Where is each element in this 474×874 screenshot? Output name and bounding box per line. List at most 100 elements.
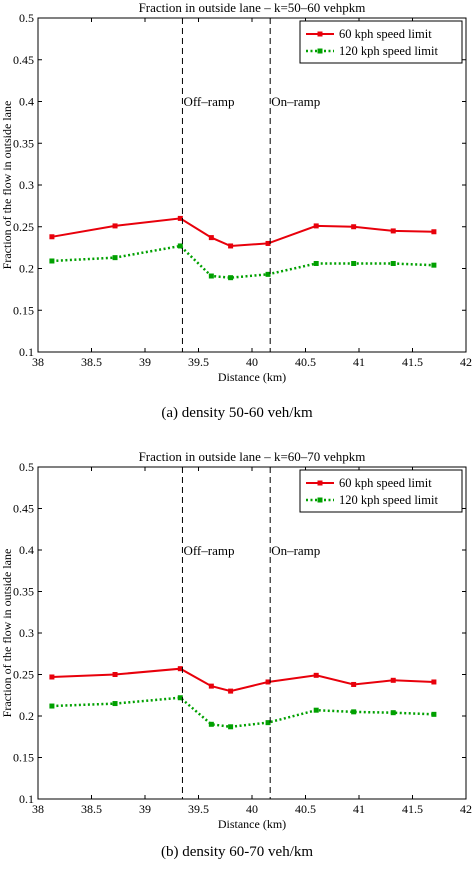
y-tick-label: 0.35 <box>13 136 34 150</box>
x-tick-label: 39 <box>139 355 151 369</box>
x-tick-label: 40.5 <box>295 802 316 816</box>
series-2-point <box>313 260 319 266</box>
y-tick-label: 0.3 <box>19 626 34 640</box>
series-2-point <box>431 262 437 268</box>
series-2-point <box>313 707 319 713</box>
y-tick-label: 0.35 <box>13 585 34 599</box>
x-axis-label: Distance (km) <box>218 817 286 831</box>
chart-panel-b: Fraction in outside lane – k=60–70 vehpk… <box>0 437 474 874</box>
x-tick-label: 42 <box>460 802 472 816</box>
series-2-point <box>49 703 55 709</box>
series-2-point <box>208 273 214 279</box>
y-tick-label: 0.4 <box>19 543 34 557</box>
legend-marker-2 <box>317 48 323 54</box>
chart-a-svg: Fraction in outside lane – k=50–60 vehpk… <box>0 0 472 384</box>
chart-b-caption: (b) density 60-70 veh/km <box>160 844 314 860</box>
x-tick-label: 41.5 <box>402 802 423 816</box>
series-1-point <box>49 674 55 680</box>
y-tick-label: 0.45 <box>13 53 34 67</box>
series-1-point <box>208 683 214 689</box>
y-tick-label: 0.25 <box>13 220 34 234</box>
chart-title: Fraction in outside lane – k=60–70 vehpk… <box>139 449 366 464</box>
y-tick-label: 0.15 <box>13 303 34 317</box>
x-tick-label: 38 <box>32 802 44 816</box>
legend-marker-1 <box>317 31 323 37</box>
series-1-point <box>177 215 183 221</box>
x-tick-label: 40 <box>246 355 258 369</box>
series-1-point <box>228 243 234 249</box>
x-tick-label: 38 <box>32 355 44 369</box>
series-1-point <box>351 224 357 230</box>
series-2-point <box>431 711 437 717</box>
x-tick-label: 42 <box>460 355 472 369</box>
series-2-point <box>351 709 357 715</box>
legend-label-1: 60 kph speed limit <box>339 476 432 490</box>
legend-box <box>299 20 463 64</box>
y-tick-label: 0.15 <box>13 751 34 765</box>
legend-label-2: 120 kph speed limit <box>339 493 438 507</box>
y-tick-label: 0.3 <box>19 178 34 192</box>
series-1-point <box>208 235 214 241</box>
legend-box <box>299 469 463 513</box>
y-axis-label: Fraction of the flow in outside lane <box>0 549 14 718</box>
x-tick-label: 41.5 <box>402 355 423 369</box>
y-tick-label: 0.5 <box>19 11 34 25</box>
series-1-point <box>265 679 271 685</box>
plot-frame <box>37 17 467 353</box>
ramp-label-2: On–ramp <box>271 94 320 109</box>
series-2-point <box>390 710 396 716</box>
series-1-point <box>228 688 234 694</box>
series-1-point <box>313 223 319 229</box>
x-tick-label: 38.5 <box>81 355 102 369</box>
series-1-point <box>431 679 437 685</box>
series-1-point <box>177 666 183 672</box>
x-tick-label: 40.5 <box>295 355 316 369</box>
series-2-point <box>49 258 55 264</box>
series-line-1 <box>51 217 434 248</box>
series-2-point <box>228 275 234 281</box>
chart-a-caption: (a) density 50-60 veh/km <box>161 405 313 421</box>
series-2-point <box>228 724 234 730</box>
x-tick-label: 39 <box>139 802 151 816</box>
y-axis-label: Fraction of the flow in outside lane <box>0 101 14 270</box>
series-2-point <box>177 243 183 249</box>
series-line-1 <box>51 667 434 693</box>
y-tick-label: 0.45 <box>13 502 34 516</box>
series-1-point <box>112 223 118 229</box>
series-1-point <box>351 681 357 687</box>
x-axis-label: Distance (km) <box>218 370 286 384</box>
ramp-label-1: Off–ramp <box>183 94 234 109</box>
y-tick-label: 0.25 <box>13 668 34 682</box>
series-2-point <box>265 720 271 726</box>
ramp-label-2: On–ramp <box>271 543 320 558</box>
y-tick-label: 0.5 <box>19 460 34 474</box>
series-2-point <box>177 695 183 701</box>
chart-panel-a: Fraction in outside lane – k=50–60 vehpk… <box>0 0 472 421</box>
series-line-2 <box>51 696 434 729</box>
legend-marker-2 <box>317 497 323 503</box>
series-1-point <box>49 234 55 240</box>
y-tick-label: 0.2 <box>19 709 34 723</box>
legend-label-2: 120 kph speed limit <box>339 44 438 58</box>
x-tick-label: 39.5 <box>188 355 209 369</box>
series-1-point <box>313 672 319 678</box>
series-2-point <box>351 260 357 266</box>
series-1-point <box>390 228 396 234</box>
series-2-point <box>112 255 118 261</box>
legend-label-1: 60 kph speed limit <box>339 27 432 41</box>
series-1-point <box>265 240 271 246</box>
y-tick-label: 0.1 <box>19 345 34 359</box>
y-tick-label: 0.4 <box>19 95 34 109</box>
series-1-point <box>431 229 437 235</box>
x-tick-label: 39.5 <box>188 802 209 816</box>
series-1-point <box>112 672 118 677</box>
x-tick-label: 41 <box>353 355 365 369</box>
series-line-2 <box>51 244 434 279</box>
chart-title: Fraction in outside lane – k=50–60 vehpk… <box>139 0 366 15</box>
series-2-point <box>265 271 271 277</box>
series-2-point <box>390 260 396 266</box>
series-2-point <box>112 701 118 707</box>
x-tick-label: 38.5 <box>81 802 102 816</box>
y-tick-label: 0.1 <box>19 792 34 806</box>
plot-frame <box>37 466 467 800</box>
